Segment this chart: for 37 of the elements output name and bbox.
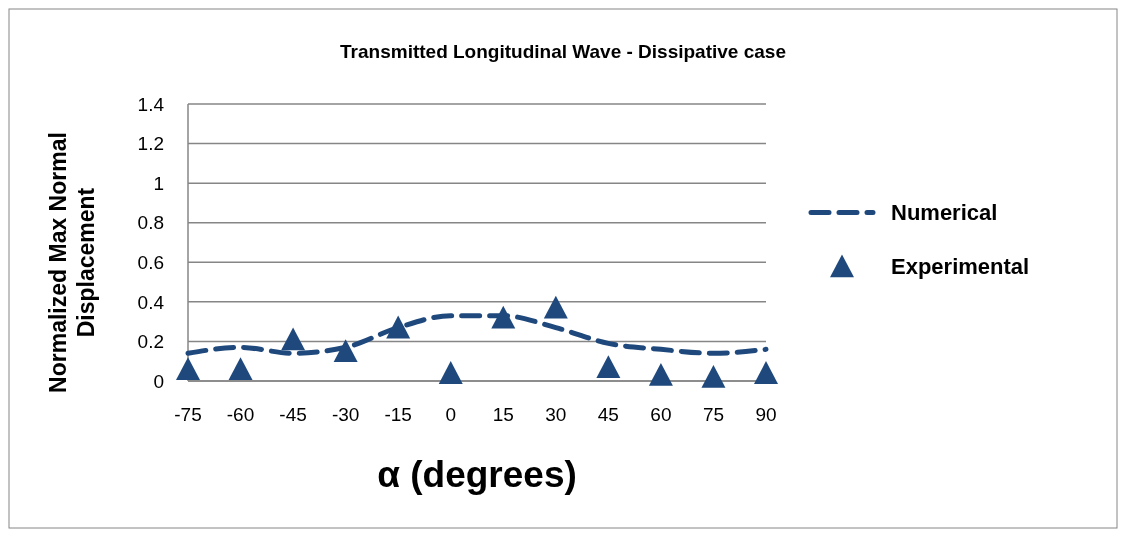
x-tick-label: 75 xyxy=(702,404,725,425)
y-tick-label: 0.6 xyxy=(137,251,164,273)
point xyxy=(648,363,673,386)
point xyxy=(543,295,568,319)
x-axis-title: α (degrees) xyxy=(377,454,577,495)
x-tick-label: -30 xyxy=(331,404,360,425)
y-tick-label: 0.2 xyxy=(137,331,164,353)
point xyxy=(228,357,253,380)
x-tick-label: 90 xyxy=(755,404,777,425)
x-tick-label: -15 xyxy=(384,404,412,425)
point xyxy=(701,365,726,388)
point xyxy=(333,339,358,363)
x-tick-label: 45 xyxy=(597,404,619,425)
y-tick-label: 0.8 xyxy=(137,212,164,234)
y-tick-label: 1.4 xyxy=(137,93,165,115)
x-tick-label: 60 xyxy=(650,404,672,425)
point xyxy=(281,327,306,351)
y-tick-label: 1.2 xyxy=(137,133,164,155)
point xyxy=(386,315,411,339)
legend-label: Numerical xyxy=(891,200,998,226)
point xyxy=(176,357,200,380)
point xyxy=(596,355,621,378)
point xyxy=(754,361,778,384)
x-tick-label: -45 xyxy=(279,404,307,425)
x-tick-label: 15 xyxy=(492,404,514,425)
y-axis-title: Normalized Max Normal Displacement xyxy=(45,132,99,393)
x-tick-label: 0 xyxy=(445,404,457,425)
x-tick-label: -60 xyxy=(226,404,255,425)
x-tick-label: 30 xyxy=(545,404,567,425)
point xyxy=(491,305,516,329)
x-tick-label: -75 xyxy=(174,404,202,425)
point xyxy=(438,361,463,384)
y-tick-label: 1 xyxy=(153,172,164,194)
y-tick-label: 0.4 xyxy=(137,291,165,313)
y-tick-label: 0 xyxy=(153,370,164,392)
legend-label: Experimental xyxy=(891,254,1030,280)
chart-title: Transmitted Longitudinal Wave - Dissipative case xyxy=(340,41,786,62)
